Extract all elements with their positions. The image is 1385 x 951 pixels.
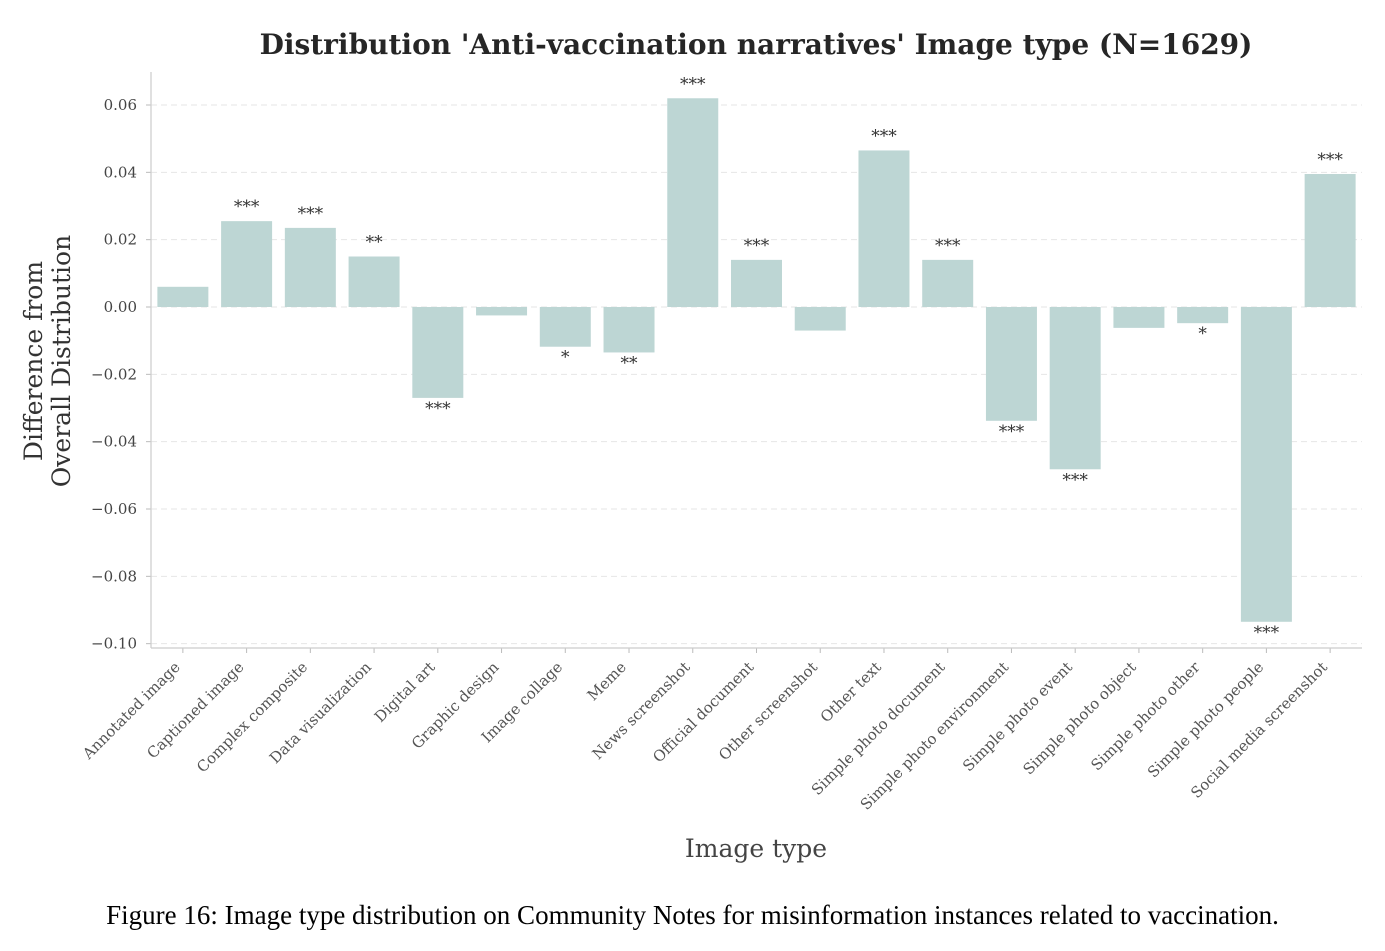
x-tick-label: Social media screenshot	[1187, 658, 1331, 802]
x-tick-label: Simple photo object	[1019, 658, 1139, 778]
bar	[539, 307, 591, 347]
y-tick-label: −0.04	[91, 433, 137, 451]
y-tick-label: −0.08	[91, 567, 137, 585]
x-tick-label: Meme	[584, 658, 630, 704]
bar	[603, 307, 655, 353]
x-axis-label: Image type	[685, 834, 827, 863]
bar	[731, 259, 782, 307]
significance-label: ***	[1254, 623, 1280, 643]
bar	[412, 307, 464, 398]
significance-label: **	[366, 233, 384, 253]
x-tick-label: Simple photo document	[808, 658, 949, 799]
bar	[284, 227, 336, 307]
bars	[157, 98, 1356, 622]
significance-label: ***	[234, 197, 260, 217]
bar	[476, 307, 528, 316]
significance-labels: *** ********* ***************************	[234, 74, 1344, 643]
x-tick-label: Simple photo people	[1144, 658, 1267, 781]
y-tick-label: 0.02	[104, 231, 137, 249]
significance-label: ***	[999, 422, 1025, 442]
grid-lines	[151, 104, 1362, 645]
significance-label: ***	[680, 74, 706, 94]
y-axis-label-line-1: Difference from	[19, 261, 48, 461]
y-tick-label: 0.00	[104, 298, 137, 316]
x-tick-label: Simple photo other	[1087, 658, 1204, 775]
bar	[922, 259, 974, 307]
bar	[221, 221, 273, 307]
bar	[985, 307, 1037, 421]
y-ticks: 0.06 0.04 0.02 0.00 −0.02 −0.04 −0.06 −0.08 −0.1…	[91, 96, 151, 653]
y-tick-label: 0.04	[104, 163, 137, 181]
x-tick-label: Complex composite	[193, 658, 311, 776]
chart-title: Distribution 'Anti-vaccination narrative…	[260, 28, 1253, 61]
significance-label: ***	[425, 399, 451, 419]
significance-label: ***	[744, 236, 770, 256]
significance-label: ***	[298, 204, 324, 224]
chart: Distribution 'Anti-vaccination narrative…	[19, 28, 1362, 863]
bar	[1304, 174, 1356, 307]
bar	[794, 307, 846, 331]
x-tick-label: Simple photo event	[959, 658, 1076, 775]
y-tick-label: −0.10	[91, 635, 137, 653]
bar	[1177, 307, 1229, 324]
bar	[157, 286, 209, 307]
significance-label: ***	[1317, 150, 1343, 170]
bar	[1113, 307, 1165, 328]
significance-label: ***	[935, 236, 961, 256]
x-tick-label: Other text	[817, 658, 885, 726]
y-tick-label: 0.06	[104, 96, 137, 114]
significance-label: **	[621, 353, 639, 373]
bar	[1240, 307, 1292, 622]
y-tick-label: −0.02	[91, 365, 137, 383]
bar	[667, 98, 719, 308]
significance-label: ***	[1062, 470, 1088, 490]
y-axis-label-line-2: Overall Distribution	[47, 235, 76, 487]
significance-label: *	[561, 348, 570, 368]
significance-label: ***	[871, 126, 897, 146]
bar	[1049, 307, 1101, 470]
figure-caption: Figure 16: Image type distribution on Co…	[106, 900, 1279, 930]
y-tick-label: −0.06	[91, 500, 137, 518]
x-tick-label: Digital art	[371, 658, 439, 726]
significance-label: *	[1198, 324, 1207, 344]
bar	[858, 150, 910, 307]
bar	[348, 256, 400, 307]
